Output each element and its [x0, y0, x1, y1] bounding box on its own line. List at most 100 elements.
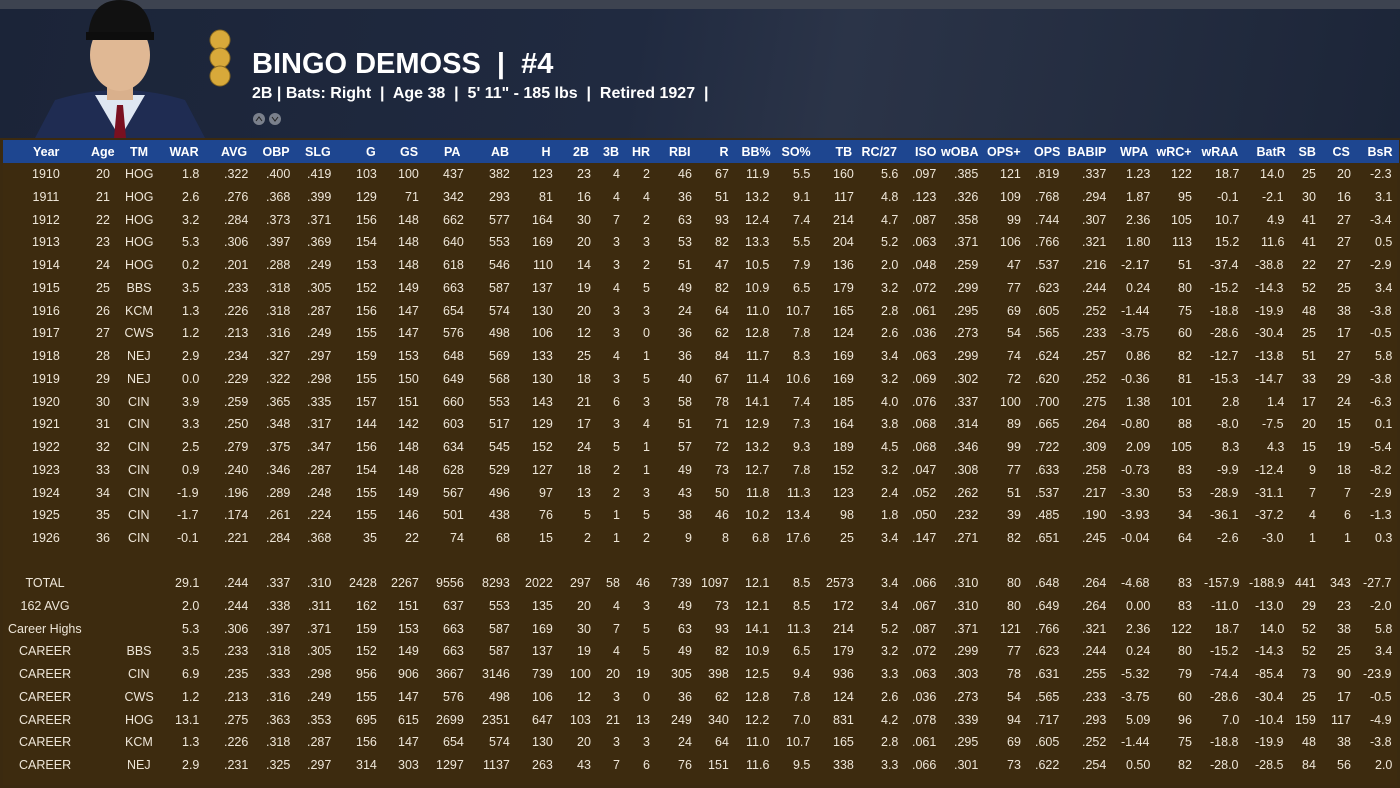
cell: 662 — [443, 212, 464, 227]
cell: -18.8 — [1210, 303, 1239, 318]
cell: 3 — [643, 485, 650, 500]
cell: 14.1 — [745, 621, 770, 636]
cell: 121 — [1000, 167, 1021, 181]
cell: -7.5 — [1262, 417, 1284, 432]
cell: .318 — [266, 644, 291, 659]
cell: 6.9 — [182, 667, 200, 681]
cell: 152 — [532, 440, 553, 454]
row-label: CAREER — [19, 644, 72, 659]
cell: 3.4 — [881, 349, 899, 363]
cell: 640 — [443, 235, 464, 250]
column-header: OPS — [1034, 145, 1061, 159]
cell: -1.3 — [1370, 508, 1392, 523]
cell: 1.8 — [182, 167, 200, 181]
cell: -28.9 — [1210, 485, 1239, 500]
cell: 0.1 — [1375, 417, 1393, 432]
cell: 29.1 — [175, 576, 200, 590]
cell: 2573 — [826, 576, 854, 590]
cell: .766 — [1035, 235, 1060, 250]
table-body — [3, 163, 1397, 785]
cell: .305 — [307, 644, 332, 659]
cell: 20 — [1337, 167, 1351, 181]
cell: 3 — [613, 235, 620, 250]
cell: -74.4 — [1210, 667, 1239, 681]
cell: 3.2 — [881, 462, 899, 477]
cell: 27 — [1337, 258, 1351, 272]
cell: 13.2 — [745, 189, 770, 204]
cell: 7 — [1344, 485, 1351, 500]
cell: 117 — [1331, 712, 1351, 727]
cell: BBS — [126, 644, 152, 659]
cell: 438 — [489, 508, 510, 523]
cell: .271 — [954, 531, 979, 545]
column-header: BatR — [1256, 145, 1286, 159]
cell: 169 — [532, 621, 553, 636]
cell: -15.3 — [1210, 371, 1239, 386]
cell: 529 — [489, 462, 510, 477]
cell: 4.8 — [881, 189, 899, 204]
cell: 150 — [398, 371, 419, 386]
cell: .264 — [1082, 576, 1107, 590]
cell: -2.6 — [1217, 531, 1239, 545]
cell: .368 — [307, 531, 332, 545]
cell: 1097 — [701, 576, 729, 590]
cell: 574 — [489, 735, 510, 750]
cell: 3 — [613, 689, 620, 704]
cell: 3.5 — [182, 644, 200, 659]
cell: 9 — [1309, 462, 1316, 477]
cell: 3.2 — [881, 371, 899, 386]
cell: 648 — [443, 349, 464, 363]
cell: 25 — [840, 531, 854, 545]
cell: .318 — [266, 735, 291, 750]
cell: 576 — [443, 689, 464, 704]
cell: 3.3 — [881, 758, 899, 772]
cell: 41 — [1302, 235, 1316, 250]
cell: .649 — [1035, 598, 1060, 613]
cell: 99 — [1007, 440, 1021, 454]
cell: 109 — [1000, 189, 1021, 204]
cell: 185 — [833, 394, 854, 409]
cell: 660 — [443, 394, 464, 409]
cell: 155 — [356, 485, 377, 500]
cell: 553 — [489, 394, 510, 409]
cell: .348 — [266, 417, 291, 432]
cell: .295 — [954, 735, 979, 750]
player-header: BINGO DEMOSS | #4 2B | Bats: Right | Age… — [0, 0, 1400, 138]
cell: -5.32 — [1121, 667, 1150, 681]
cell: 1912 — [32, 212, 60, 227]
cell: .299 — [954, 349, 979, 363]
cell: 603 — [443, 417, 464, 432]
sort-buttons[interactable] — [250, 110, 290, 130]
cell: .273 — [954, 326, 979, 341]
cell: 152 — [356, 280, 377, 295]
cell: 159 — [1295, 712, 1316, 727]
cell: -14.3 — [1255, 280, 1284, 295]
cell: 151 — [398, 598, 419, 613]
cell: .259 — [954, 258, 979, 272]
cell: .294 — [1082, 189, 1107, 204]
cell: 155 — [356, 371, 377, 386]
cell: 56 — [1337, 758, 1351, 772]
cell: .316 — [266, 689, 291, 704]
cell: 3.4 — [1375, 280, 1393, 295]
cell: 3.2 — [182, 212, 200, 227]
column-header: WAR — [169, 145, 199, 159]
cell: 6 — [613, 394, 620, 409]
cell: 21 — [577, 394, 591, 409]
cell: 3.1 — [1375, 189, 1393, 204]
cell: 13.3 — [745, 235, 770, 250]
cell: 441 — [1295, 576, 1316, 590]
cell: 4 — [1309, 508, 1316, 523]
cell: .347 — [307, 440, 332, 454]
cell: 29 — [1337, 371, 1351, 386]
cell: .369 — [307, 235, 332, 250]
column-header: ISO — [915, 145, 937, 159]
cell: 130 — [532, 303, 553, 318]
cell: 7 — [613, 758, 620, 772]
cell: 25 — [1337, 280, 1351, 295]
cell: 113 — [1172, 235, 1192, 250]
cell: 75 — [1178, 303, 1192, 318]
cell: 51 — [1007, 485, 1021, 500]
cell: .375 — [266, 440, 291, 454]
cell: -14.7 — [1255, 371, 1284, 386]
